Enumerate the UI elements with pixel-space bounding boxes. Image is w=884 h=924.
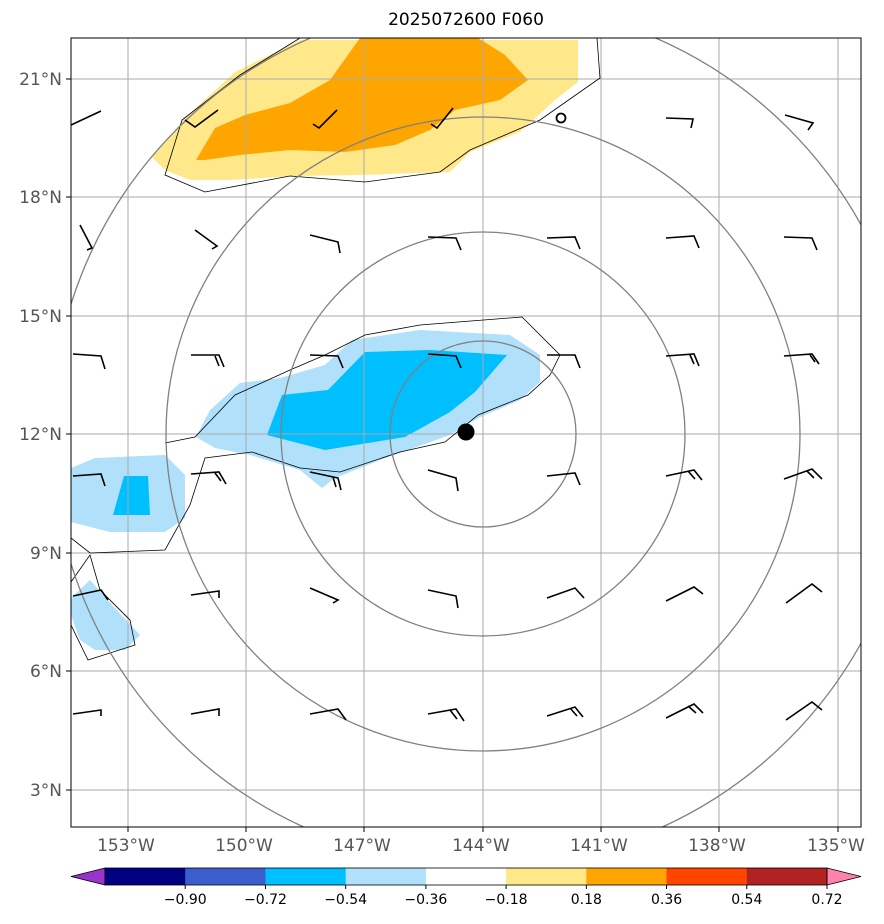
colorbar-extend-high xyxy=(826,867,862,886)
lat-label: 6°N xyxy=(30,662,62,682)
colorbar-frame xyxy=(104,867,828,886)
colorbar-tick-label: 0.18 xyxy=(571,892,602,908)
colorbar-segment xyxy=(666,868,748,885)
colorbar-tick-label: −0.36 xyxy=(404,892,447,908)
colorbar: −0.90 −0.72 −0.54 −0.36 −0.18 0.18 0.36 0.54 0.7… xyxy=(70,867,862,908)
wind-barbs xyxy=(71,107,823,722)
colorbar-segment xyxy=(746,868,828,885)
longitude-labels: 153°W 150°W 147°W 144°W 141°W 138°W 135°… xyxy=(97,836,865,856)
colorbar-tick-label: 0.54 xyxy=(731,892,762,908)
plot-frame xyxy=(70,37,862,828)
positive-shading xyxy=(152,38,578,180)
colorbar-tick-label: 0.72 xyxy=(811,892,842,908)
colorbar-segment xyxy=(265,868,347,885)
colorbar-tick-label: −0.72 xyxy=(244,892,287,908)
lat-label: 3°N xyxy=(30,781,62,801)
contour-outlines xyxy=(71,38,601,661)
tick-marks xyxy=(66,78,839,832)
map-title: 2025072600 F060 xyxy=(388,10,544,30)
lon-label: 138°W xyxy=(688,836,746,856)
latitude-labels: 21°N 18°N 15°N 12°N 9°N 6°N 3°N xyxy=(19,70,62,801)
colorbar-segment xyxy=(345,868,427,885)
lat-label: 15°N xyxy=(19,307,62,327)
lon-label: 141°W xyxy=(570,836,628,856)
storm-center-marker xyxy=(457,423,475,441)
negative-shading xyxy=(71,330,540,650)
lat-label: 9°N xyxy=(30,544,62,564)
range-rings xyxy=(71,38,861,827)
lon-label: 150°W xyxy=(215,836,273,856)
colorbar-tick-label: −0.54 xyxy=(324,892,367,908)
colorbar-segment xyxy=(506,868,587,885)
lat-label: 18°N xyxy=(19,188,62,208)
colorbar-segment xyxy=(586,868,668,885)
lon-label: 147°W xyxy=(333,836,391,856)
colorbar-tick-label: 0.36 xyxy=(651,892,682,908)
lon-label: 153°W xyxy=(97,836,155,856)
plot-area xyxy=(71,38,861,827)
colorbar-segment xyxy=(185,868,266,885)
lat-label: 21°N xyxy=(19,70,62,90)
lon-label: 144°W xyxy=(452,836,510,856)
lon-label: 135°W xyxy=(807,836,865,856)
colorbar-segment xyxy=(105,868,186,885)
secondary-position-marker xyxy=(555,112,567,124)
colorbar-tick-label: −0.18 xyxy=(485,892,528,908)
colorbar-tick-label: −0.90 xyxy=(164,892,207,908)
colorbar-extend-low xyxy=(70,867,106,886)
lat-label: 12°N xyxy=(19,425,62,445)
colorbar-segment xyxy=(425,868,507,885)
